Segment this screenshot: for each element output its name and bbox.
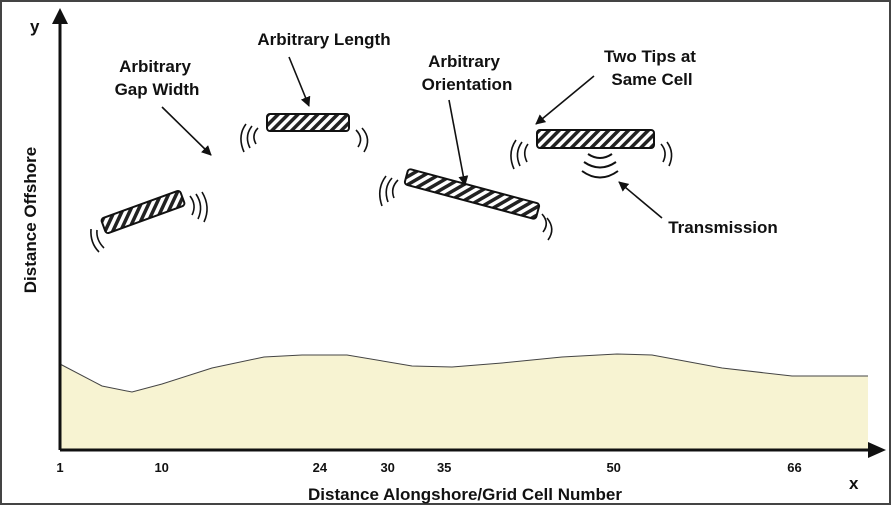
label-two-tips: Two Tips at Same Cell (604, 47, 696, 89)
x-axis-arrow (868, 442, 886, 458)
breakwater-two-tips (536, 129, 655, 149)
breakwater-gap-width (100, 189, 186, 235)
x-axis-title: Distance Alongshore/Grid Cell Number (308, 485, 622, 504)
label-length: Arbitrary Length (257, 30, 390, 49)
x-tick-label: 50 (606, 460, 620, 475)
arrow-orientation (448, 99, 469, 186)
arrow-length (288, 56, 311, 107)
annotation-arrows (161, 56, 663, 219)
diffraction-waves-1 (90, 191, 208, 253)
transmission-waves (581, 153, 619, 179)
y-axis-letter: y (30, 17, 40, 36)
svg-text:Same Cell: Same Cell (611, 70, 692, 89)
x-tick-label: 24 (313, 460, 328, 475)
arrow-transmission (618, 181, 663, 219)
shoreline (59, 353, 868, 393)
diffraction-waves-3 (378, 175, 553, 241)
y-axis-arrow (52, 8, 68, 24)
x-axis-letter: x (849, 474, 859, 493)
svg-text:Two Tips at: Two Tips at (604, 47, 696, 66)
breakwater-length (266, 113, 350, 132)
x-tick-label: 1 (56, 460, 63, 475)
y-axis-title: Distance Offshore (21, 147, 40, 293)
beach-area (60, 354, 868, 450)
arrow-two-tips (535, 75, 595, 125)
diffraction-waves-2 (240, 123, 369, 153)
label-transmission: Transmission (668, 218, 778, 237)
breakwater-orientation (403, 168, 541, 220)
diffraction-waves-4 (510, 139, 673, 170)
x-tick-label: 35 (437, 460, 451, 475)
label-orientation: Arbitrary Orientation (422, 52, 513, 94)
label-gap-width: Arbitrary Gap Width (115, 57, 200, 99)
arrow-gap-width (161, 106, 212, 156)
x-tick-labels: 1102430355066N+1 (56, 460, 801, 475)
x-tick-label: 66 (787, 460, 801, 475)
x-tick-label: 10 (154, 460, 168, 475)
svg-text:Arbitrary: Arbitrary (428, 52, 500, 71)
svg-text:Gap Width: Gap Width (115, 80, 200, 99)
svg-text:Arbitrary: Arbitrary (119, 57, 191, 76)
x-tick-label: 30 (380, 460, 394, 475)
svg-text:Orientation: Orientation (422, 75, 513, 94)
